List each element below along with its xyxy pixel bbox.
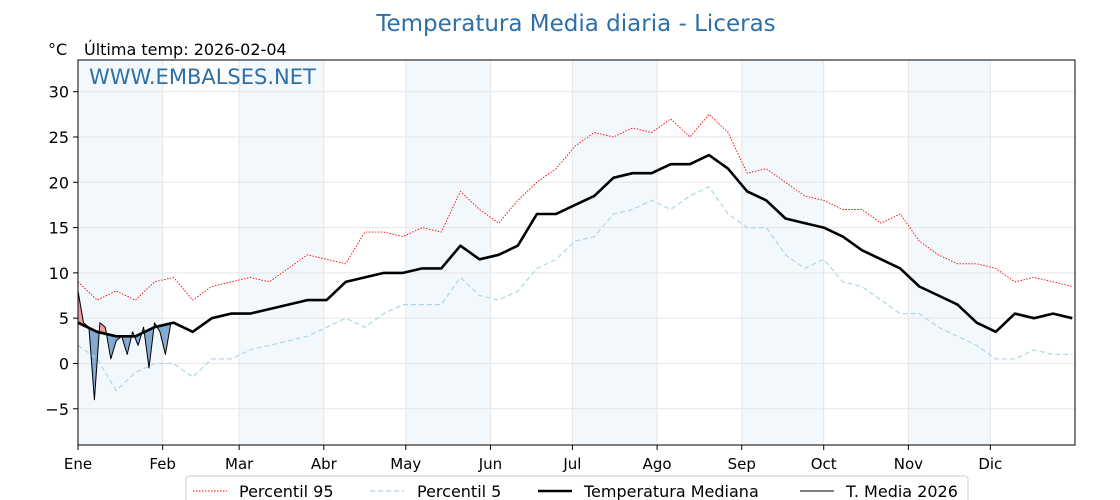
legend-box <box>185 475 969 500</box>
legend-label-p5: Percentil 5 <box>417 482 501 500</box>
x-tick-label: Abr <box>311 455 338 473</box>
y-tick-label: −5 <box>45 400 69 419</box>
series-lines <box>77 113 1073 401</box>
x-tick-label: Ene <box>64 455 92 473</box>
x-tick-label: May <box>390 455 421 473</box>
series-line-1 <box>77 186 1073 392</box>
legend-label-2026: T. Media 2026 <box>845 482 958 500</box>
x-tick-label: Ago <box>643 455 672 473</box>
y-axis-ticks: 30 25 20 15 10 5 0 −5 <box>45 83 78 419</box>
x-tick-label: Mar <box>225 455 254 473</box>
series-line-3 <box>77 290 172 401</box>
month-band <box>405 60 491 445</box>
legend: Percentil 95 Percentil 5 Temperatura Med… <box>185 475 969 500</box>
chart-title: Temperatura Media diaria - Liceras <box>375 11 775 37</box>
y-tick-label: 10 <box>49 264 69 283</box>
x-tick-label: Feb <box>149 455 176 473</box>
x-tick-label: Nov <box>894 455 923 473</box>
month-band <box>741 60 824 445</box>
legend-label-p95: Percentil 95 <box>239 482 334 500</box>
x-tick-label: Jun <box>478 455 502 473</box>
month-bands <box>78 60 991 445</box>
watermark: WWW.EMBALSES.NET <box>89 65 316 89</box>
x-tick-label: Dic <box>978 455 1002 473</box>
x-tick-label: Oct <box>811 455 837 473</box>
plot-frame <box>77 59 1076 446</box>
month-band <box>908 60 991 445</box>
y-tick-label: 0 <box>59 354 69 373</box>
y-unit-label: °C <box>48 40 67 59</box>
x-tick-label: Jul <box>562 455 581 473</box>
anomaly-fill <box>99 322 106 334</box>
y-tick-label: 20 <box>49 173 69 192</box>
legend-label-median: Temperatura Mediana <box>583 482 759 500</box>
last-temp-label: Última temp: 2026-02-04 <box>84 40 287 59</box>
x-tick-label: Sep <box>728 455 756 473</box>
month-band <box>572 60 658 445</box>
month-band <box>239 60 324 445</box>
y-tick-label: 5 <box>59 309 69 328</box>
grid-lines <box>77 60 1075 445</box>
series-line-2 <box>77 153 1073 338</box>
y-tick-label: 25 <box>49 128 69 147</box>
month-band <box>78 60 163 445</box>
series-line-0 <box>77 113 1073 301</box>
y-tick-label: 30 <box>49 83 69 102</box>
x-axis-ticks: Ene Feb Mar Abr May Jun Jul Ago Sep Oct Nov Dic <box>64 445 1002 473</box>
y-tick-label: 15 <box>49 219 69 238</box>
